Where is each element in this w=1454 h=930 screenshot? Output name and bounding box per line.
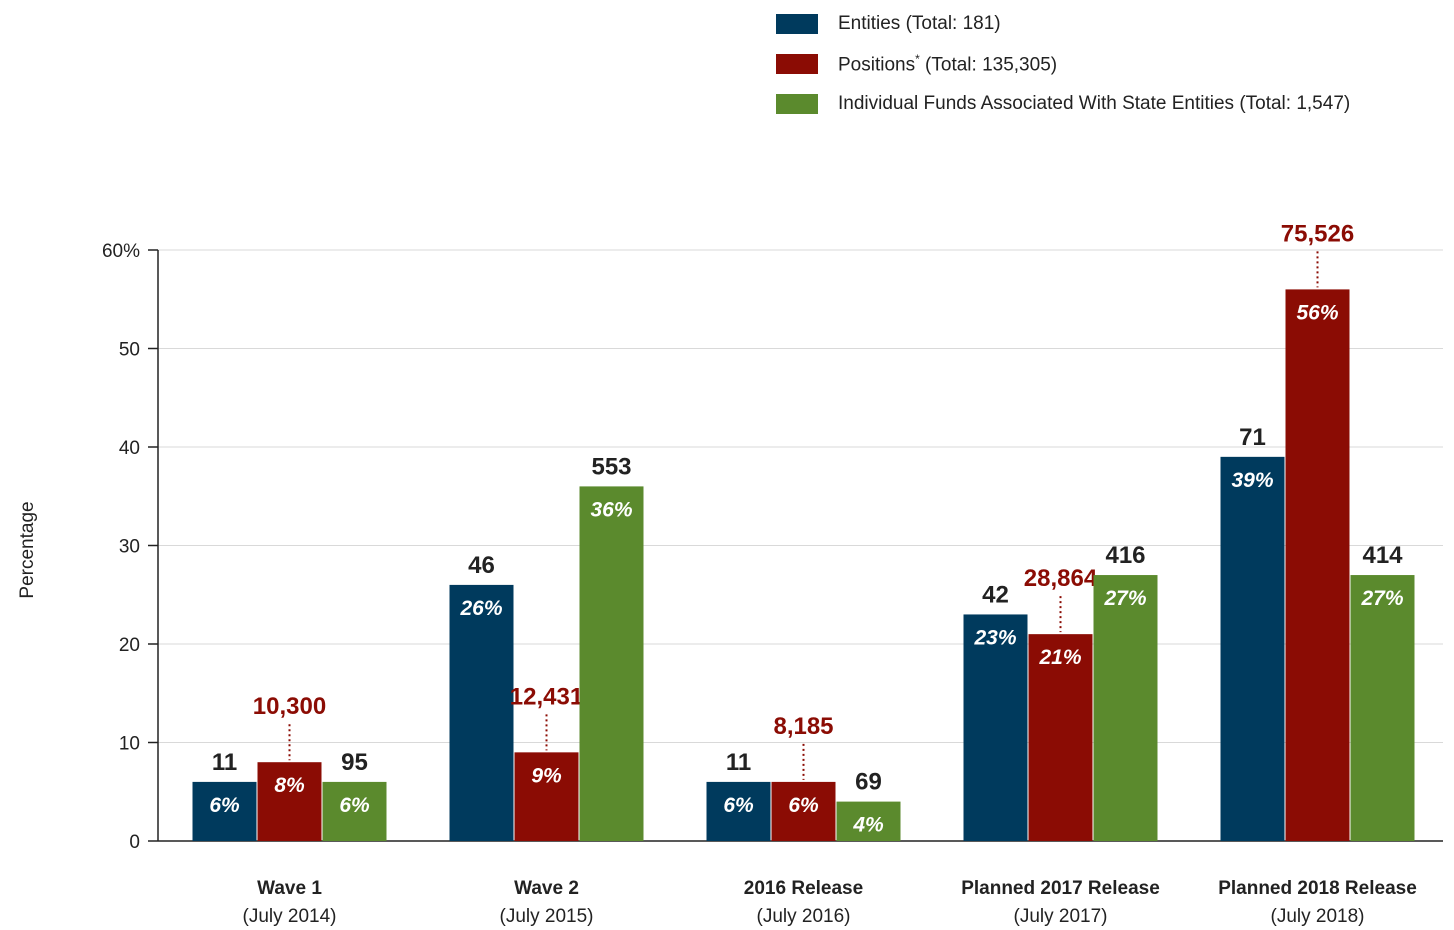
legend: Entities (Total: 181) Positions* (Total:… — [776, 4, 1350, 124]
bar — [963, 614, 1028, 841]
bar — [836, 801, 901, 841]
bar-count-label: 8,185 — [773, 713, 833, 740]
bar — [579, 486, 644, 841]
bar-percent-label: 4% — [852, 814, 884, 837]
bar — [322, 781, 387, 841]
bar-percent-label: 21% — [1038, 646, 1081, 669]
legend-item-funds: Individual Funds Associated With State E… — [776, 84, 1350, 124]
legend-item-entities: Entities (Total: 181) — [776, 4, 1350, 44]
bar-percent-label: 27% — [1360, 587, 1403, 610]
y-tick-label: 20 — [119, 635, 140, 656]
x-category-sublabel: (July 2015) — [500, 906, 594, 927]
bar-percent-label: 8% — [274, 774, 305, 797]
x-category-label: Planned 2017 Release — [961, 878, 1160, 899]
bar-count-label: 42 — [982, 581, 1009, 608]
x-category-sublabel: (July 2016) — [757, 906, 851, 927]
bar-percent-label: 6% — [209, 794, 240, 817]
bar — [706, 781, 771, 841]
bar — [192, 781, 257, 841]
bar — [449, 584, 514, 841]
bar-count-label: 11 — [726, 749, 751, 776]
y-tick-label: 60% — [102, 241, 140, 262]
y-tick-label: 40 — [119, 438, 140, 459]
bar — [771, 781, 836, 841]
bar-percent-label: 9% — [531, 764, 562, 787]
bar-percent-label: 26% — [459, 597, 502, 620]
bar — [1093, 575, 1158, 841]
x-category-sublabel: (July 2014) — [243, 906, 337, 927]
legend-item-positions: Positions* (Total: 135,305) — [776, 44, 1350, 84]
bar-count-label: 416 — [1105, 542, 1145, 569]
bar-count-label: 46 — [468, 552, 495, 579]
bar-count-label: 69 — [855, 769, 882, 796]
bar-count-label: 75,526 — [1281, 220, 1354, 247]
bar — [257, 762, 322, 841]
bar — [1220, 456, 1285, 841]
bar-count-label: 553 — [591, 453, 631, 480]
bar-count-label: 95 — [341, 749, 368, 776]
bar-percent-label: 6% — [788, 794, 819, 817]
bar-percent-label: 39% — [1231, 469, 1273, 492]
y-tick-label: 50 — [119, 340, 140, 361]
bar-percent-label: 6% — [723, 794, 754, 817]
bar-count-label: 12,431 — [510, 683, 583, 710]
bar-count-label: 11 — [212, 749, 237, 776]
legend-label-positions: Positions* (Total: 135,305) — [838, 51, 1058, 76]
bar-percent-label: 56% — [1296, 301, 1338, 324]
bar — [1028, 634, 1093, 841]
legend-swatch-positions — [776, 54, 818, 74]
x-category-label: Wave 1 — [257, 878, 322, 899]
x-category-label: Planned 2018 Release — [1218, 878, 1417, 899]
bar-count-label: 10,300 — [253, 693, 326, 720]
bar-percent-label: 6% — [339, 794, 370, 817]
legend-swatch-entities — [776, 14, 818, 34]
bar-percent-label: 23% — [973, 626, 1016, 649]
bar-count-label: 71 — [1239, 424, 1266, 451]
legend-swatch-funds — [776, 94, 818, 114]
legend-label-entities: Entities (Total: 181) — [838, 13, 1001, 34]
bar — [514, 752, 579, 841]
x-category-sublabel: (July 2017) — [1014, 906, 1108, 927]
bar-count-label: 414 — [1362, 542, 1403, 569]
bar-percent-label: 36% — [590, 498, 632, 521]
x-category-sublabel: (July 2018) — [1271, 906, 1365, 927]
y-tick-label: 0 — [129, 832, 140, 853]
y-tick-label: 10 — [119, 734, 140, 755]
legend-label-funds: Individual Funds Associated With State E… — [838, 93, 1351, 114]
y-axis-label: Percentage — [17, 501, 38, 598]
bar — [1350, 575, 1415, 841]
y-tick-label: 30 — [119, 537, 140, 558]
x-category-label: 2016 Release — [744, 878, 863, 899]
bar-percent-label: 27% — [1103, 587, 1146, 610]
bar — [1285, 289, 1350, 841]
bar-count-label: 28,864 — [1024, 565, 1098, 592]
x-category-label: Wave 2 — [514, 878, 579, 899]
